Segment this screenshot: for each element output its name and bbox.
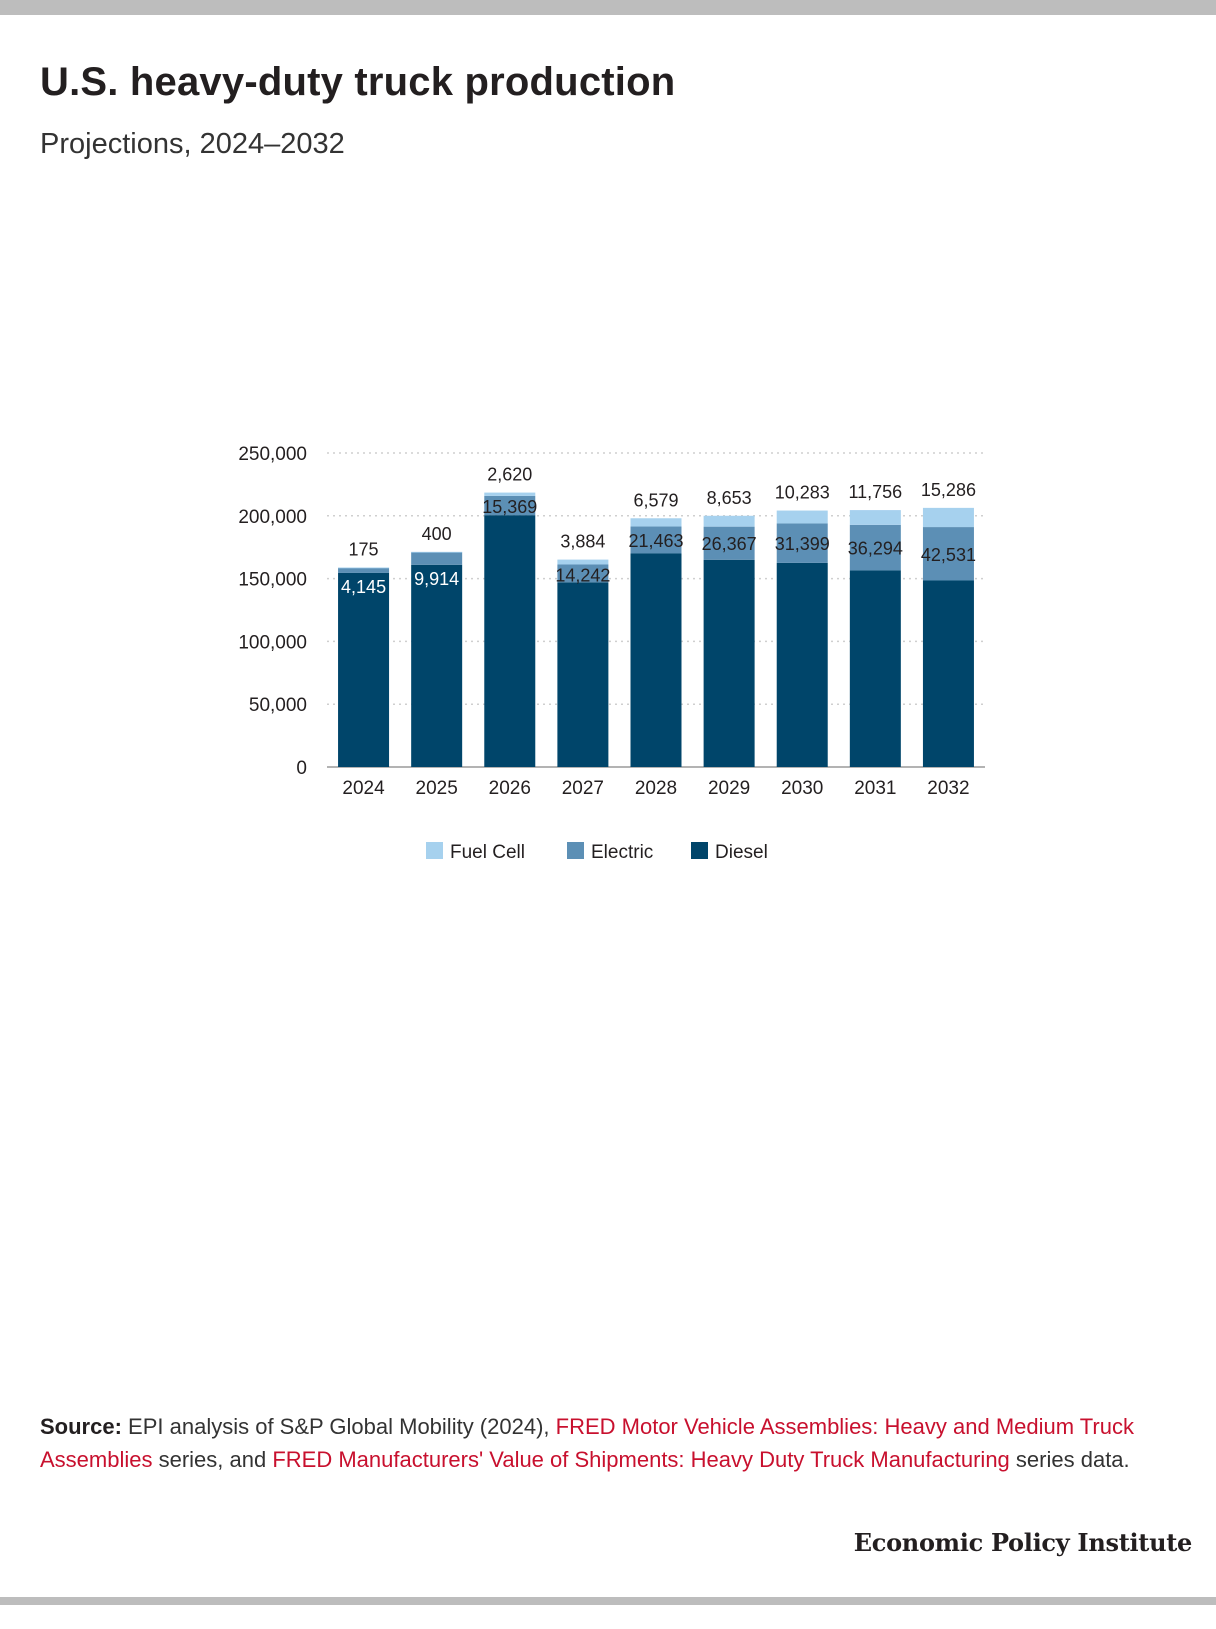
y-tick-label: 50,000 bbox=[249, 695, 307, 716]
data-labels: 4,145 175 9,914 400 15,369 2,620 14,242 3,884 21… bbox=[341, 465, 976, 597]
bar-electric bbox=[922, 527, 974, 581]
source-link-fred-assemblies[interactable]: FRED Motor Vehicle Assemblies: Heavy and… bbox=[40, 1414, 1134, 1472]
bar-diesel bbox=[922, 580, 974, 767]
x-tick-label: 2029 bbox=[708, 778, 750, 799]
y-tick-label: 250,000 bbox=[238, 444, 307, 465]
data-label-fuel-cell: 6,579 bbox=[633, 490, 678, 510]
bar-electric bbox=[703, 526, 755, 560]
bar-electric bbox=[776, 523, 828, 563]
bar-diesel bbox=[703, 559, 755, 767]
bar-electric bbox=[557, 564, 609, 583]
bar-diesel bbox=[776, 562, 828, 767]
x-tick-label: 2025 bbox=[416, 778, 458, 799]
legend-label: Electric bbox=[591, 842, 653, 863]
y-axis-ticks: 0 50,000 100,000 150,000 200,000 250,000 bbox=[238, 444, 307, 779]
stacked-bar-chart: 0 50,000 100,000 150,000 200,000 250,000 4,14… bbox=[238, 444, 985, 863]
data-label-electric: 31,399 bbox=[775, 534, 830, 554]
data-label-electric: 42,531 bbox=[921, 545, 976, 565]
data-label-electric: 9,914 bbox=[414, 569, 459, 589]
legend-swatch bbox=[567, 842, 584, 859]
data-label-fuel-cell: 10,283 bbox=[775, 483, 830, 503]
data-label-fuel-cell: 15,286 bbox=[921, 480, 976, 500]
data-label-fuel-cell: 11,756 bbox=[848, 482, 902, 502]
x-tick-label: 2030 bbox=[781, 778, 823, 799]
epi-logo-wordmark: Economic Policy Institute bbox=[853, 1528, 1193, 1557]
y-tick-label: 200,000 bbox=[238, 507, 307, 528]
legend-swatch bbox=[426, 842, 443, 859]
bar-diesel bbox=[557, 582, 609, 767]
bar-fuel-cell bbox=[776, 510, 828, 524]
x-tick-label: 2027 bbox=[562, 778, 604, 799]
data-label-electric: 15,369 bbox=[482, 497, 537, 517]
data-label-fuel-cell: 3,884 bbox=[560, 532, 605, 552]
bar-electric bbox=[484, 495, 536, 516]
top-rule bbox=[0, 0, 1216, 15]
bar-fuel-cell bbox=[557, 559, 609, 565]
bar-fuel-cell bbox=[922, 507, 974, 528]
y-tick-label: 0 bbox=[296, 758, 307, 779]
legend-swatch bbox=[691, 842, 708, 859]
bottom-rule bbox=[0, 1597, 1216, 1605]
source-text-3: series data. bbox=[1015, 1447, 1130, 1472]
legend-label: Fuel Cell bbox=[450, 842, 525, 863]
bar-electric bbox=[411, 552, 463, 565]
x-tick-label: 2032 bbox=[927, 778, 969, 799]
x-tick-label: 2026 bbox=[489, 778, 531, 799]
bar-electric bbox=[630, 526, 682, 554]
bar-fuel-cell bbox=[703, 515, 755, 527]
x-tick-label: 2028 bbox=[635, 778, 677, 799]
x-tick-label: 2031 bbox=[854, 778, 896, 799]
data-label-fuel-cell: 2,620 bbox=[487, 465, 532, 485]
bar-fuel-cell bbox=[338, 567, 390, 569]
data-label-electric: 36,294 bbox=[848, 539, 903, 559]
bar-fuel-cell bbox=[849, 510, 901, 525]
legend: Fuel Cell Electric Diesel bbox=[426, 842, 768, 863]
source-note: Source: EPI analysis of S&P Global Mobil… bbox=[40, 1410, 1170, 1476]
bar-fuel-cell bbox=[411, 551, 463, 553]
bar-diesel bbox=[484, 515, 536, 767]
source-label: Source: bbox=[40, 1414, 122, 1439]
y-tick-label: 100,000 bbox=[238, 632, 307, 653]
source-link-fred-shipments[interactable]: FRED Manufacturers' Value of Shipments: … bbox=[272, 1447, 1010, 1472]
chart-title: U.S. heavy-duty truck production bbox=[40, 60, 676, 104]
bar-diesel bbox=[630, 553, 682, 767]
data-label-electric: 14,242 bbox=[555, 565, 610, 585]
source-text-2: series, and bbox=[158, 1447, 267, 1472]
x-axis-ticks: 2024 2025 2026 2027 2028 2029 2030 2031 2032 bbox=[342, 778, 969, 799]
source-text-1: EPI analysis of S&P Global Mobility (202… bbox=[128, 1414, 550, 1439]
bar-electric bbox=[849, 524, 901, 571]
bar-fuel-cell bbox=[630, 518, 682, 527]
bar-diesel bbox=[849, 570, 901, 767]
legend-label: Diesel bbox=[715, 842, 768, 863]
data-label-fuel-cell: 400 bbox=[422, 524, 452, 544]
data-label-electric: 4,145 bbox=[341, 577, 386, 597]
bars bbox=[338, 492, 974, 767]
chart-subtitle: Projections, 2024–2032 bbox=[40, 128, 345, 160]
y-tick-label: 150,000 bbox=[238, 570, 307, 591]
data-label-fuel-cell: 8,653 bbox=[707, 488, 752, 508]
data-label-fuel-cell: 175 bbox=[349, 540, 379, 560]
bar-diesel bbox=[338, 572, 390, 767]
bar-diesel bbox=[411, 564, 463, 767]
bar-fuel-cell bbox=[484, 492, 536, 496]
x-tick-label: 2024 bbox=[342, 778, 385, 799]
data-label-electric: 21,463 bbox=[628, 531, 683, 551]
bar-electric bbox=[338, 567, 390, 573]
data-label-electric: 26,367 bbox=[702, 534, 757, 554]
